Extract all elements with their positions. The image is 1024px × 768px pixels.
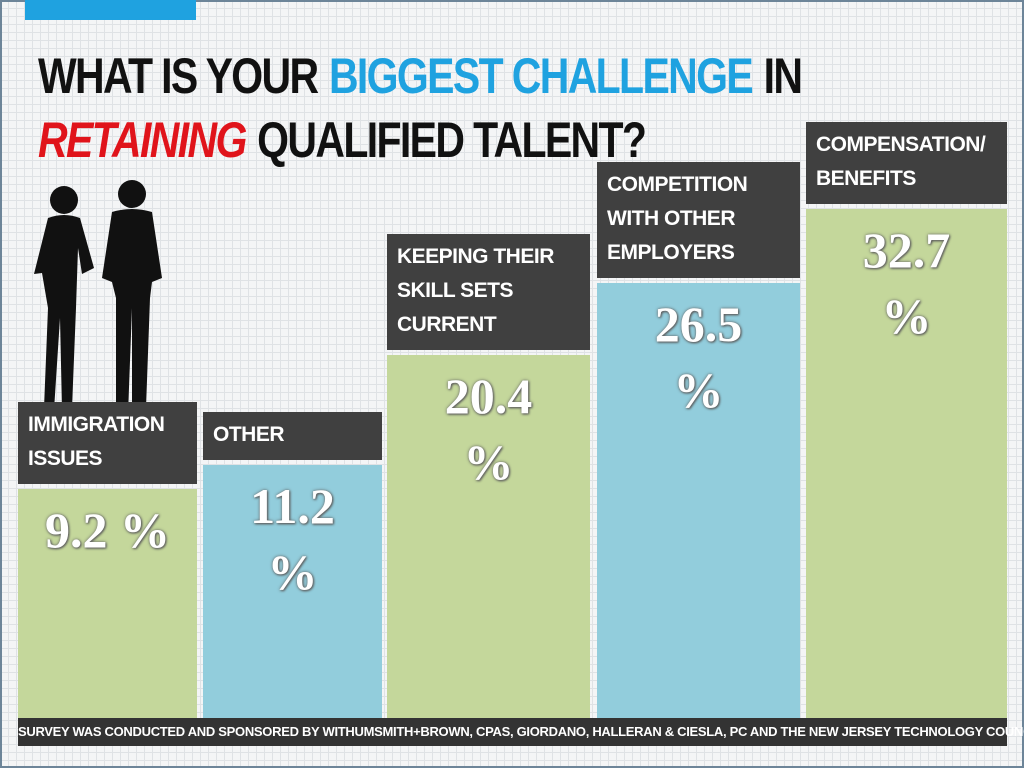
bar-column: COMPENSATION/ BENEFITS 32.7 % bbox=[806, 121, 1007, 718]
title-part: QUALIFIED TALENT? bbox=[257, 112, 647, 168]
value-label: 11.2 % bbox=[250, 477, 335, 600]
bar-column: KEEPING THEIR SKILL SETS CURRENT 20.4 % bbox=[387, 234, 590, 718]
category-label: KEEPING THEIR SKILL SETS CURRENT bbox=[387, 234, 590, 351]
bar-column: COMPETITION WITH OTHER EMPLOYERS 26.5 % bbox=[597, 161, 800, 718]
footnote: SURVEY WAS CONDUCTED AND SPONSORED BY WI… bbox=[18, 718, 1024, 746]
bar: 9.2 % bbox=[18, 488, 197, 718]
value-label: 20.4 % bbox=[444, 368, 533, 491]
title-part: RETAINING bbox=[38, 112, 247, 168]
bar: 26.5 % bbox=[597, 282, 800, 718]
category-label: COMPENSATION/ BENEFITS bbox=[806, 121, 1007, 204]
silhouettes bbox=[34, 180, 162, 414]
top-accent bbox=[25, 0, 196, 20]
category-label: COMPETITION WITH OTHER EMPLOYERS bbox=[597, 161, 800, 278]
title-part: IN bbox=[763, 48, 803, 104]
bar: 32.7 % bbox=[806, 208, 1007, 718]
bar-column: OTHER 11.2 % bbox=[203, 411, 382, 718]
title-part: BIGGEST CHALLENGE bbox=[328, 48, 754, 104]
bar: 11.2 % bbox=[203, 464, 382, 718]
bar: 20.4 % bbox=[387, 355, 590, 718]
category-label: OTHER bbox=[203, 411, 382, 460]
value-label: 32.7 % bbox=[862, 221, 951, 344]
value-label: 9.2 % bbox=[45, 501, 170, 558]
bar-column: IMMIGRATION ISSUES 9.2 % bbox=[18, 401, 197, 718]
chart-title: WHAT IS YOUR BIGGEST CHALLENGE IN RETAINING… bbox=[38, 44, 803, 172]
category-label: IMMIGRATION ISSUES bbox=[18, 401, 197, 484]
value-label: 26.5 % bbox=[654, 295, 743, 418]
title-part: WHAT IS YOUR bbox=[38, 48, 319, 104]
